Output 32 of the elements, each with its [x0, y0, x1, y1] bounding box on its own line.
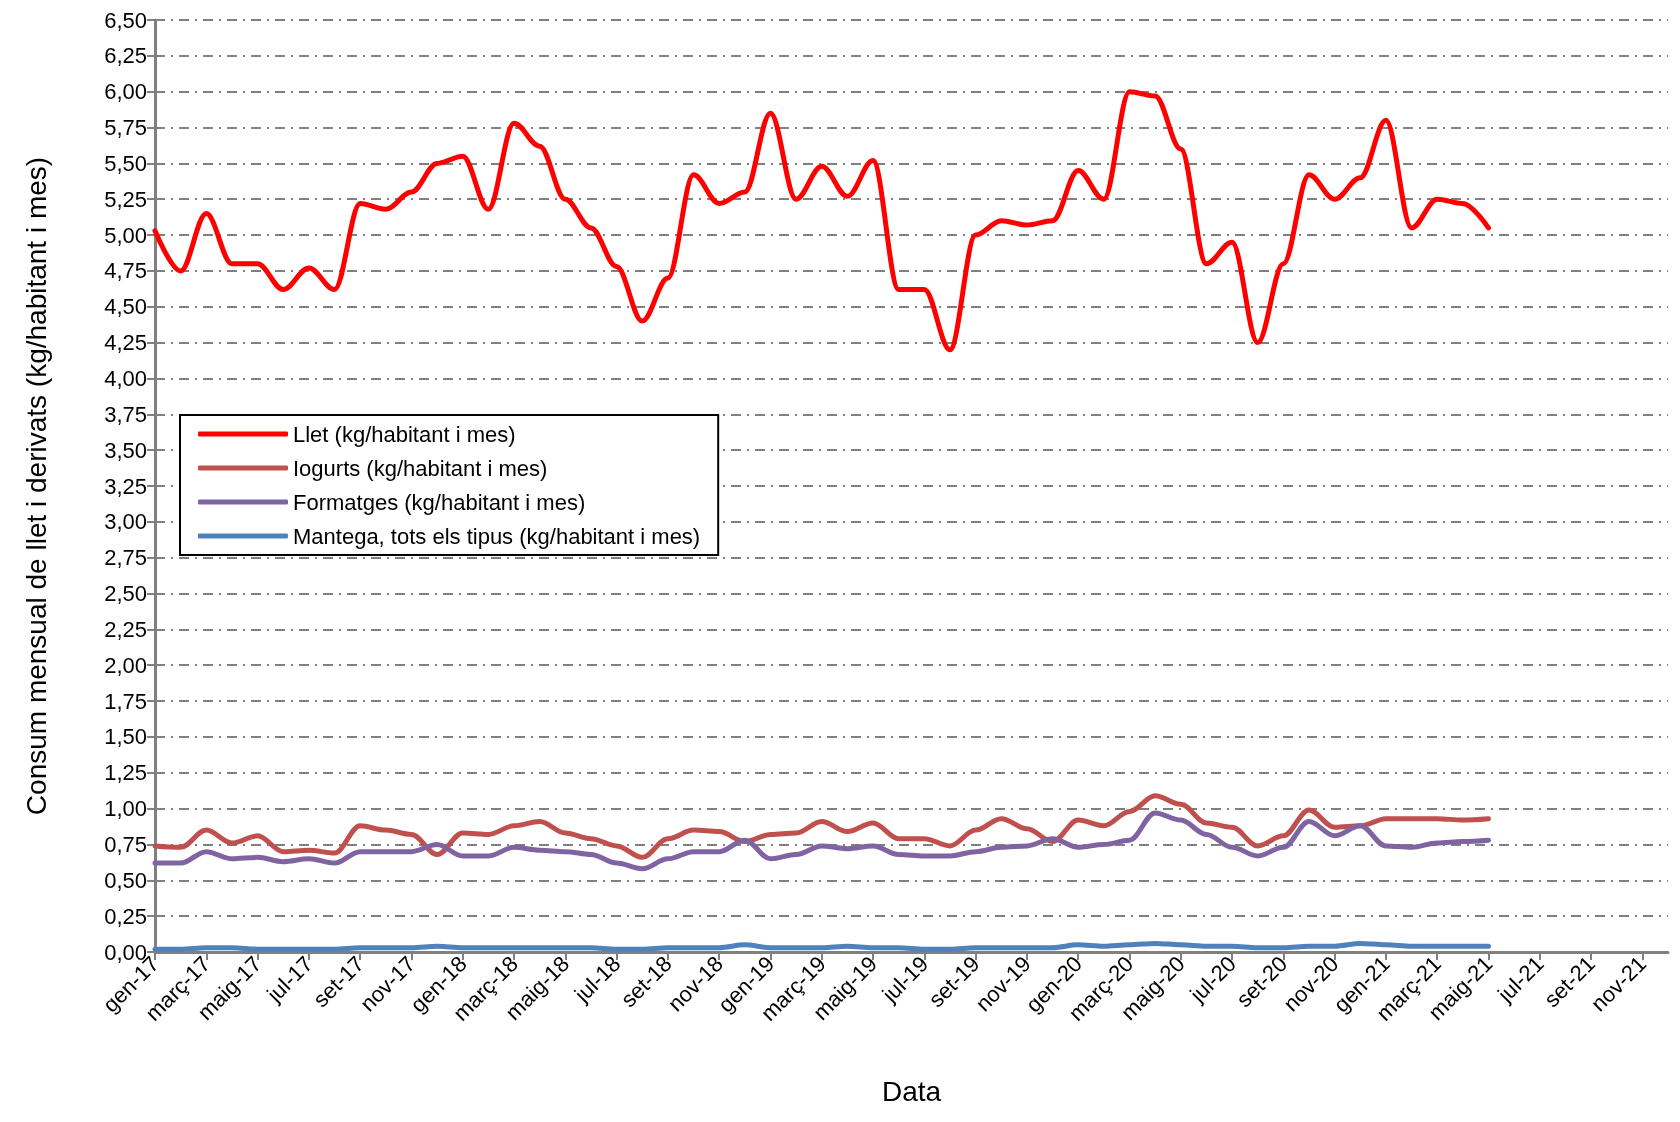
- y-tick-label: 5,00: [104, 222, 147, 248]
- y-tick-label: 6,50: [104, 7, 147, 33]
- y-tick-label: 5,25: [104, 186, 147, 212]
- y-tick-label: 2,75: [104, 545, 147, 571]
- y-axis-title: Consum mensual de llet i derivats (kg/habitant i mes): [20, 156, 52, 816]
- y-tick-label: 3,25: [104, 473, 147, 499]
- y-tick-label: 3,50: [104, 437, 147, 463]
- y-tick-label: 0,75: [104, 831, 147, 857]
- legend-label: Llet (kg/habitant i mes): [293, 421, 516, 447]
- legend-label: Formatges (kg/habitant i mes): [293, 489, 586, 515]
- y-tick-label: 4,25: [104, 330, 147, 356]
- y-tick-label: 1,50: [104, 724, 147, 750]
- y-tick-label: 0,50: [104, 867, 147, 893]
- y-tick-label: 1,00: [104, 796, 147, 822]
- y-tick-label: 2,50: [104, 581, 147, 607]
- y-tick-label: 1,25: [104, 760, 147, 786]
- legend-label: Iogurts (kg/habitant i mes): [293, 455, 548, 481]
- y-tick-label: 5,75: [104, 115, 147, 141]
- y-tick-label: 4,75: [104, 258, 147, 284]
- y-tick-label: 1,75: [104, 688, 147, 714]
- y-tick-label: 4,50: [104, 294, 147, 320]
- y-tick-label: 6,25: [104, 43, 147, 69]
- y-tick-label: 3,75: [104, 401, 147, 427]
- y-tick-label: 3,00: [104, 509, 147, 535]
- x-axis-title: Data: [881, 1075, 942, 1107]
- y-tick-label: 6,00: [104, 79, 147, 105]
- y-tick-label: 5,50: [104, 150, 147, 176]
- y-tick-label: 0,25: [104, 903, 147, 929]
- legend-label: Mantega, tots els tipus (kg/habitant i mes): [293, 523, 701, 549]
- y-tick-label: 2,00: [104, 652, 147, 678]
- y-tick-label: 4,00: [104, 365, 147, 391]
- y-tick-label: 2,25: [104, 616, 147, 642]
